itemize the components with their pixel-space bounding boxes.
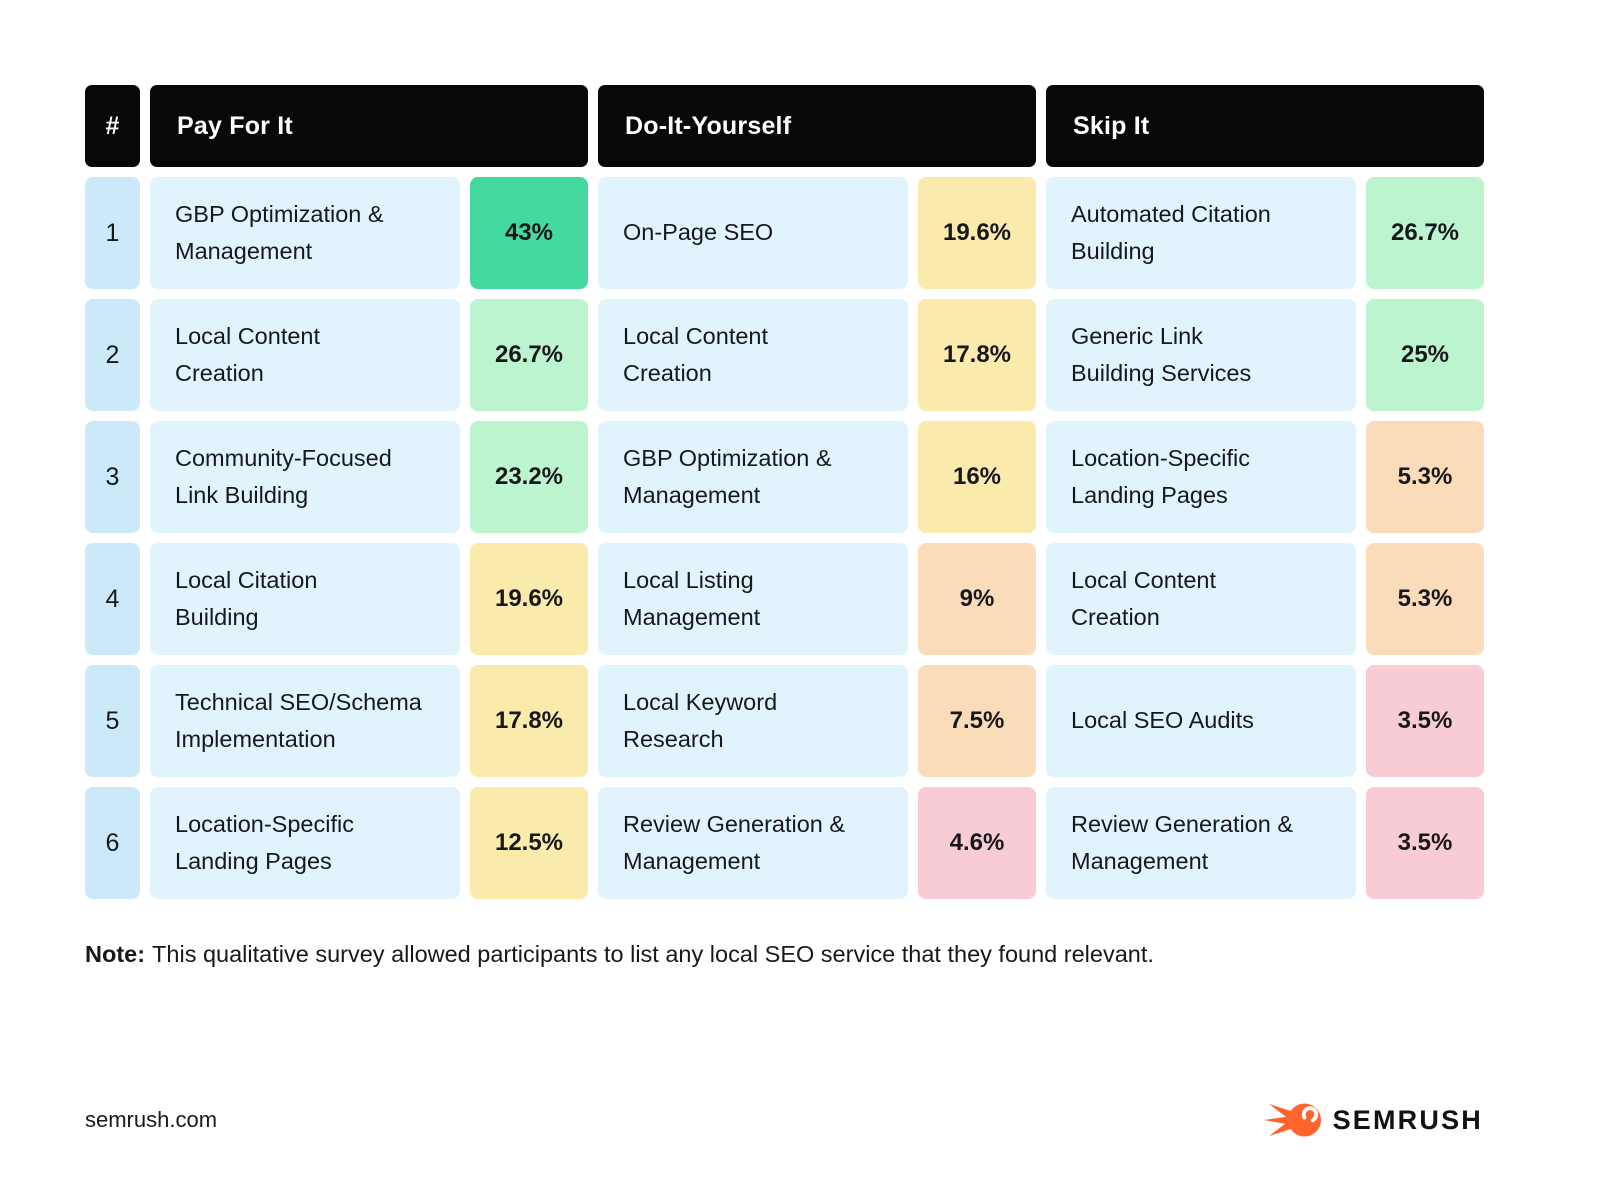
service-cell-pay: Local Content Creation bbox=[150, 299, 460, 411]
service-cell-diy: On-Page SEO bbox=[598, 177, 908, 289]
rank-column-header: # bbox=[85, 85, 140, 167]
service-cell-skip: Location-Specific Landing Pages bbox=[1046, 421, 1356, 533]
service-cell-diy: Local Keyword Research bbox=[598, 665, 908, 777]
service-label: Location-Specific Landing Pages bbox=[175, 810, 354, 874]
service-label: Generic Link Building Services bbox=[1071, 322, 1252, 386]
seo-services-table: # Pay For It Do-It-Yourself Skip It 1 GB… bbox=[85, 85, 1484, 899]
semrush-flame-icon bbox=[1263, 1103, 1321, 1137]
service-label: Local SEO Audits bbox=[1071, 707, 1254, 734]
semrush-logo: SEMRUSH bbox=[1263, 1101, 1483, 1139]
note-text: This qualitative survey allowed particip… bbox=[152, 941, 1154, 967]
service-label: GBP Optimization & Management bbox=[623, 444, 832, 508]
rank-cell: 5 bbox=[85, 665, 140, 777]
service-cell-pay: Community-Focused Link Building bbox=[150, 421, 460, 533]
service-label: GBP Optimization & Management bbox=[175, 200, 384, 264]
rank-cell: 3 bbox=[85, 421, 140, 533]
service-label: On-Page SEO bbox=[623, 219, 774, 246]
note-label: Note: bbox=[85, 941, 146, 967]
rank-cell: 1 bbox=[85, 177, 140, 289]
percent-cell-pay: 17.8% bbox=[470, 665, 588, 777]
service-label: Local Content Creation bbox=[1071, 566, 1217, 630]
service-label: Automated Citation Building bbox=[1071, 200, 1271, 264]
percent-cell-diy: 16% bbox=[918, 421, 1036, 533]
service-cell-pay: GBP Optimization & Management bbox=[150, 177, 460, 289]
service-label: Local Listing Management bbox=[623, 566, 761, 630]
column-header-pay-for-it: Pay For It bbox=[150, 85, 588, 167]
rank-cell: 2 bbox=[85, 299, 140, 411]
service-label: Local Content Creation bbox=[623, 322, 769, 386]
service-label: Local Keyword Research bbox=[623, 688, 778, 752]
survey-note: Note: This qualitative survey allowed par… bbox=[85, 938, 1154, 971]
percent-cell-skip: 25% bbox=[1366, 299, 1484, 411]
service-cell-pay: Location-Specific Landing Pages bbox=[150, 787, 460, 899]
percent-cell-skip: 5.3% bbox=[1366, 543, 1484, 655]
service-cell-diy: Local Content Creation bbox=[598, 299, 908, 411]
percent-cell-pay: 12.5% bbox=[470, 787, 588, 899]
service-cell-pay: Technical SEO/Schema Implementation bbox=[150, 665, 460, 777]
percent-cell-pay: 43% bbox=[470, 177, 588, 289]
percent-cell-skip: 26.7% bbox=[1366, 177, 1484, 289]
footer: semrush.com SEMRUSH bbox=[85, 1096, 1483, 1144]
rank-cell: 6 bbox=[85, 787, 140, 899]
service-label: Technical SEO/Schema Implementation bbox=[175, 688, 422, 752]
site-url: semrush.com bbox=[85, 1107, 218, 1132]
service-label: Community-Focused Link Building bbox=[175, 444, 392, 508]
percent-cell-skip: 3.5% bbox=[1366, 665, 1484, 777]
service-cell-diy: GBP Optimization & Management bbox=[598, 421, 908, 533]
percent-cell-diy: 4.6% bbox=[918, 787, 1036, 899]
percent-cell-pay: 19.6% bbox=[470, 543, 588, 655]
rank-cell: 4 bbox=[85, 543, 140, 655]
service-cell-skip: Local SEO Audits bbox=[1046, 665, 1356, 777]
service-cell-skip: Review Generation & Management bbox=[1046, 787, 1356, 899]
service-label: Local Content Creation bbox=[175, 322, 321, 386]
percent-cell-pay: 23.2% bbox=[470, 421, 588, 533]
service-cell-diy: Local Listing Management bbox=[598, 543, 908, 655]
percent-cell-skip: 5.3% bbox=[1366, 421, 1484, 533]
service-cell-skip: Generic Link Building Services bbox=[1046, 299, 1356, 411]
percent-cell-pay: 26.7% bbox=[470, 299, 588, 411]
service-cell-skip: Local Content Creation bbox=[1046, 543, 1356, 655]
percent-cell-diy: 7.5% bbox=[918, 665, 1036, 777]
service-cell-pay: Local Citation Building bbox=[150, 543, 460, 655]
percent-cell-diy: 9% bbox=[918, 543, 1036, 655]
service-cell-skip: Automated Citation Building bbox=[1046, 177, 1356, 289]
service-label: Location-Specific Landing Pages bbox=[1071, 444, 1250, 508]
column-header-skip-it: Skip It bbox=[1046, 85, 1484, 167]
service-cell-diy: Review Generation & Management bbox=[598, 787, 908, 899]
percent-cell-diy: 17.8% bbox=[918, 299, 1036, 411]
service-label: Local Citation Building bbox=[175, 566, 318, 630]
table-grid: # Pay For It Do-It-Yourself Skip It 1 GB… bbox=[85, 85, 1484, 899]
service-label: Review Generation & Management bbox=[623, 810, 846, 874]
column-header-do-it-yourself: Do-It-Yourself bbox=[598, 85, 1036, 167]
percent-cell-diy: 19.6% bbox=[918, 177, 1036, 289]
percent-cell-skip: 3.5% bbox=[1366, 787, 1484, 899]
semrush-logo-text: SEMRUSH bbox=[1332, 1104, 1483, 1135]
service-label: Review Generation & Management bbox=[1071, 810, 1294, 874]
